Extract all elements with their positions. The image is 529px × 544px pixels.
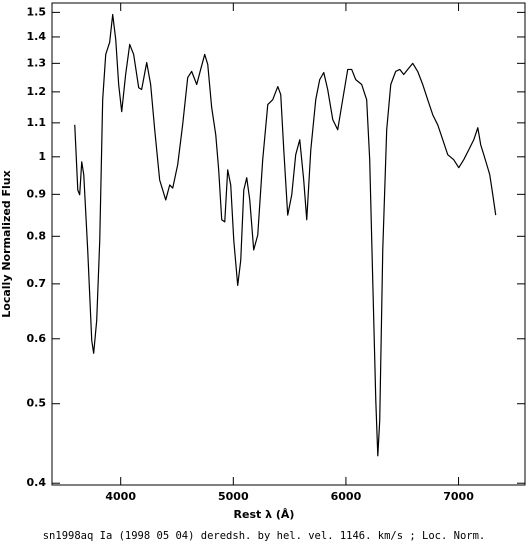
y-tick-label: 0.6: [27, 332, 47, 345]
y-tick-label: 1.5: [27, 5, 47, 18]
y-tick-label: 1.2: [27, 85, 47, 98]
y-tick-label: 0.7: [27, 277, 47, 290]
spectrum-line: [74, 13, 497, 457]
y-axis-label: Locally Normalized Flux: [0, 170, 13, 317]
y-tick-label: 0.4: [27, 476, 47, 489]
x-axis-label: Rest λ (Å): [234, 508, 295, 521]
y-tick-label: 0.8: [27, 229, 47, 242]
x-tick-label: 4000: [105, 490, 136, 503]
y-tick-label: 1.3: [27, 56, 47, 69]
x-tick-label: 6000: [331, 490, 362, 503]
caption: sn1998aq Ia (1998 05 04) deredsh. by hel…: [43, 530, 486, 542]
y-tick-label: 0.5: [27, 397, 47, 410]
y-tick-label: 1.4: [27, 30, 47, 43]
plot-frame: [51, 2, 526, 486]
x-tick-label: 7000: [443, 490, 474, 503]
y-tick-label: 1: [38, 150, 46, 163]
y-tick-label: 0.9: [27, 187, 47, 200]
x-tick-label: 5000: [218, 490, 249, 503]
y-tick-label: 1.1: [27, 116, 47, 129]
